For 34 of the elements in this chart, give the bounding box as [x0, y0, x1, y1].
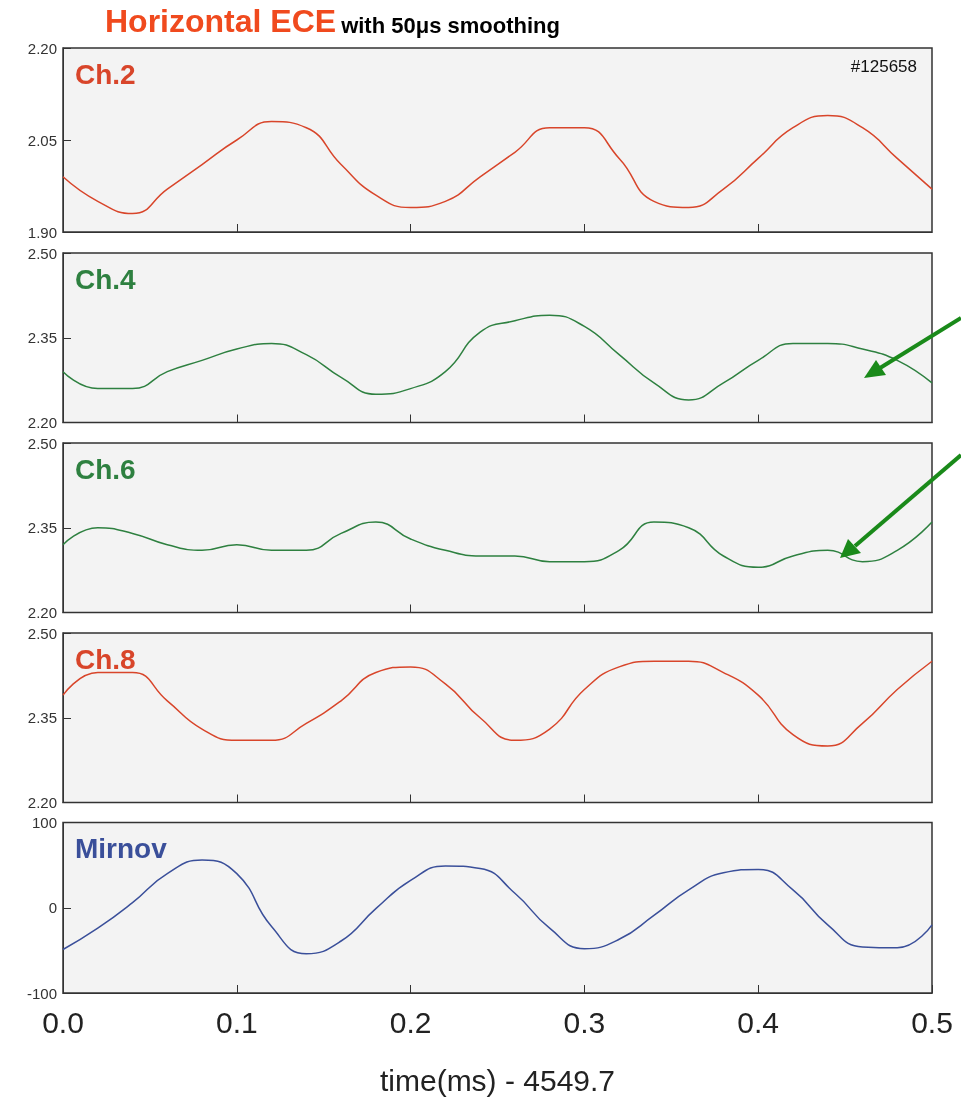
- y-tick-label: 2.50: [27, 434, 57, 452]
- y-tick-label: 2.05: [27, 131, 57, 149]
- y-tick-label: 2.20: [27, 604, 57, 621]
- x-tick-label: 0.5: [911, 1005, 953, 1039]
- x-tick-label: 0.1: [215, 1005, 258, 1039]
- series-label: Ch.8: [75, 643, 136, 675]
- annotation: #125658: [850, 57, 918, 76]
- line-series: [62, 859, 933, 955]
- x-axis-title: time(ms) - 4549.7: [379, 1063, 616, 1097]
- y-tick-label: 2.20: [27, 414, 57, 431]
- y-tick-label: 2.50: [27, 244, 57, 262]
- y-tick-label: -100: [26, 984, 57, 1002]
- line-series: [62, 314, 933, 401]
- y-tick-label: 2.50: [27, 624, 57, 642]
- text: Ch.4: [75, 263, 137, 295]
- y-tick-label: 0: [48, 899, 57, 917]
- x-tick-label: 0.0: [42, 1005, 84, 1039]
- y-tick-label: 2.20: [27, 39, 57, 57]
- text: Ch.2: [75, 58, 136, 90]
- x-tick-label: 0.2: [389, 1005, 432, 1039]
- series-label: Ch.6: [75, 453, 136, 485]
- y-tick-label: 100: [31, 814, 57, 831]
- y-tick-label: 2.20: [27, 794, 57, 811]
- line-series: [62, 114, 933, 215]
- chart-title: Horizontal ECE: [105, 3, 337, 39]
- chart-subtitle: with 50μs smoothing: [340, 12, 560, 38]
- y-tick-label: 2.35: [27, 709, 57, 727]
- series-label: Mirnov: [75, 832, 168, 864]
- x-tick-label: 0.4: [737, 1005, 780, 1039]
- y-tick-label: 1.90: [27, 223, 57, 241]
- y-tick-label: 2.35: [27, 519, 57, 537]
- y-tick-label: 2.35: [27, 329, 57, 347]
- x-tick-label: 0.3: [563, 1005, 606, 1039]
- line-series: [62, 521, 933, 569]
